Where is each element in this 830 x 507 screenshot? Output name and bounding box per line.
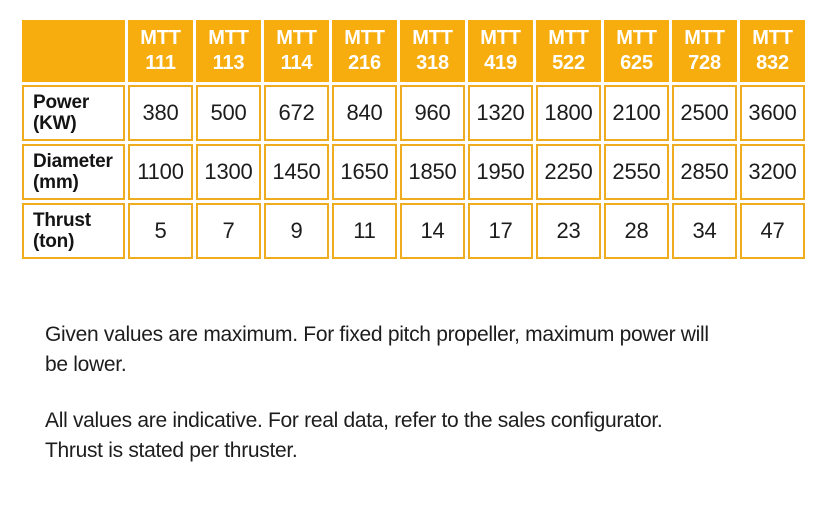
row-header: Thrust (ton) [22,203,125,259]
header-row: MTT 111 MTT 113 MTT 114 MTT 216 MTT 318 MTT 4… [22,20,805,82]
column-header: MTT 111 [128,20,193,82]
value-cell: 2500 [672,85,737,141]
row-header: Diameter (mm) [22,144,125,200]
column-header: MTT 216 [332,20,397,82]
value-cell: 2100 [604,85,669,141]
column-header: MTT 625 [604,20,669,82]
value-cell: 14 [400,203,465,259]
note-maximum-values: Given values are maximum. For fixed pitc… [45,320,709,380]
value-cell: 380 [128,85,193,141]
note-line: Given values are maximum. For fixed pitc… [45,323,709,346]
value-cell: 9 [264,203,329,259]
table-head: MTT 111 MTT 113 MTT 114 MTT 216 MTT 318 MTT 4… [22,20,805,82]
value-cell: 1100 [128,144,193,200]
value-cell: 672 [264,85,329,141]
note-line: be lower. [45,353,127,376]
value-cell: 840 [332,85,397,141]
value-cell: 500 [196,85,261,141]
table-row: Thrust (ton) 5 7 9 11 14 17 23 28 34 47 [22,203,805,259]
note-indicative-values: All values are indicative. For real data… [45,406,663,466]
column-header: MTT 114 [264,20,329,82]
column-header: MTT 318 [400,20,465,82]
table-row: Diameter (mm) 1100 1300 1450 1650 1850 1950 225… [22,144,805,200]
note-line: Thrust is stated per thruster. [45,439,298,462]
value-cell: 28 [604,203,669,259]
column-header: MTT 113 [196,20,261,82]
value-cell: 1320 [468,85,533,141]
row-header: Power (KW) [22,85,125,141]
note-line: All values are indicative. For real data… [45,409,663,432]
column-header: MTT 419 [468,20,533,82]
corner-cell [22,20,125,82]
value-cell: 3200 [740,144,805,200]
table-body: Power (KW) 380 500 672 840 960 1320 1800 2100 250… [22,85,805,259]
value-cell: 3600 [740,85,805,141]
value-cell: 17 [468,203,533,259]
value-cell: 1950 [468,144,533,200]
value-cell: 11 [332,203,397,259]
value-cell: 960 [400,85,465,141]
value-cell: 2250 [536,144,601,200]
value-cell: 2850 [672,144,737,200]
value-cell: 23 [536,203,601,259]
value-cell: 2550 [604,144,669,200]
value-cell: 7 [196,203,261,259]
value-cell: 47 [740,203,805,259]
column-header: MTT 522 [536,20,601,82]
thruster-spec-table: MTT 111 MTT 113 MTT 114 MTT 216 MTT 318 MTT 4… [19,17,808,262]
value-cell: 34 [672,203,737,259]
value-cell: 5 [128,203,193,259]
column-header: MTT 832 [740,20,805,82]
table-row: Power (KW) 380 500 672 840 960 1320 1800 2100 250… [22,85,805,141]
value-cell: 1450 [264,144,329,200]
value-cell: 1850 [400,144,465,200]
value-cell: 1650 [332,144,397,200]
value-cell: 1800 [536,85,601,141]
column-header: MTT 728 [672,20,737,82]
value-cell: 1300 [196,144,261,200]
